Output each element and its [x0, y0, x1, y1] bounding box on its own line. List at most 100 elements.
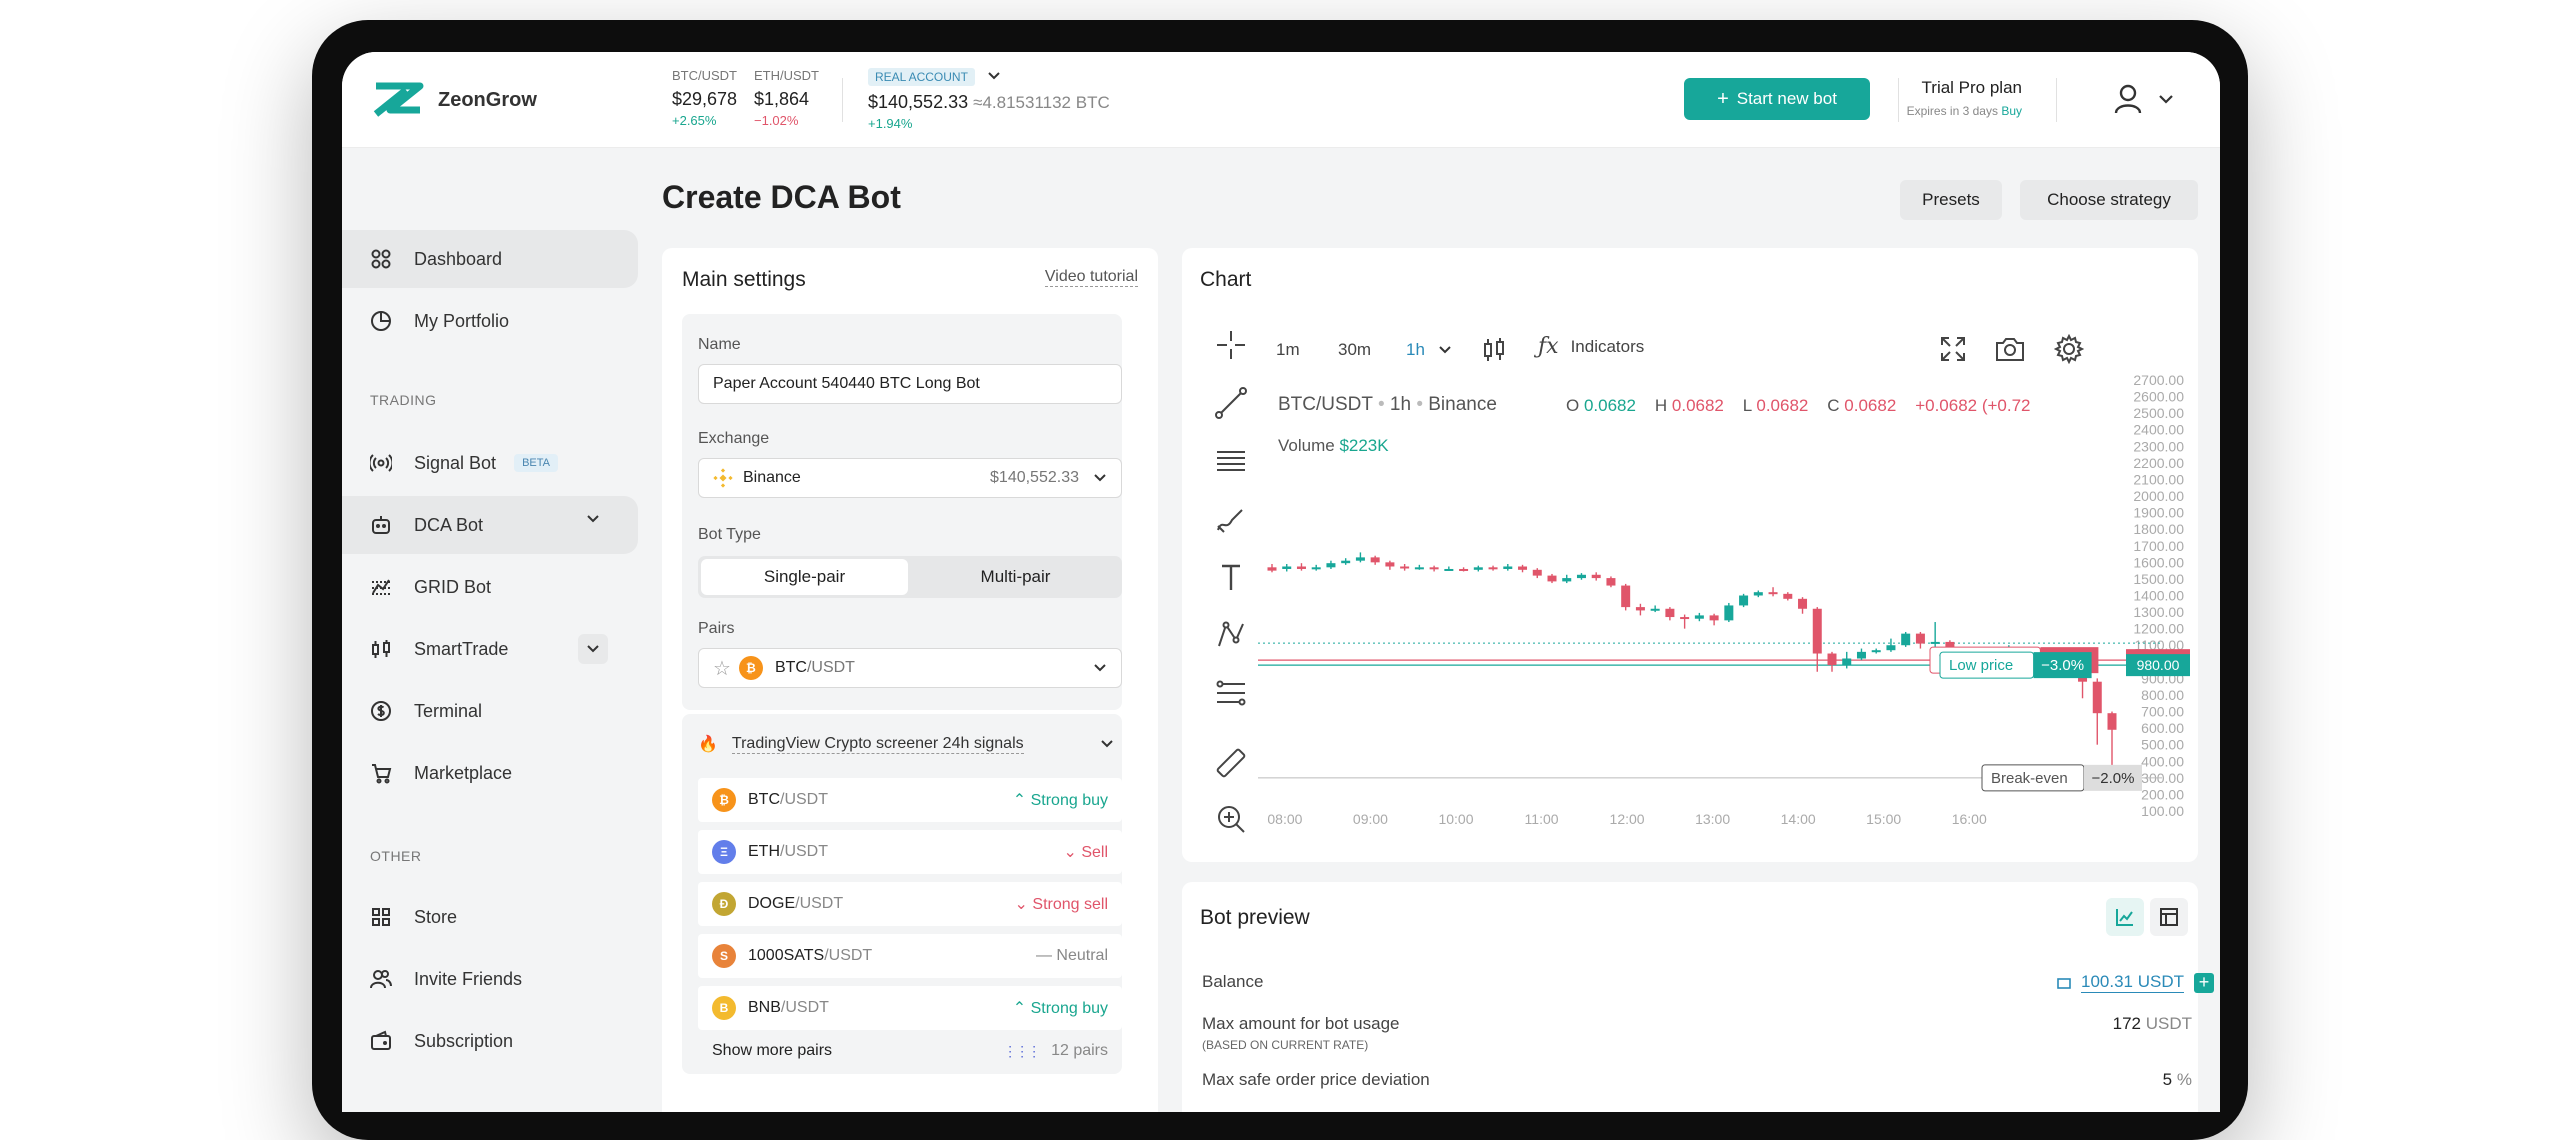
beta-badge: BETA	[514, 454, 558, 472]
start-new-bot-button[interactable]: + Start new bot	[1684, 78, 1870, 120]
zoom-in-icon[interactable]	[1214, 802, 1248, 836]
fire-icon: 🔥	[698, 736, 718, 753]
pattern-tool-icon[interactable]	[1214, 618, 1248, 652]
settings-gear-icon[interactable]	[2054, 334, 2084, 364]
sidebar-item-smarttrade[interactable]: SmartTrade	[342, 620, 638, 678]
time-axis-label: 12:00	[1610, 811, 1645, 827]
sidebar-item-label: Signal Bot	[414, 452, 497, 473]
star-icon[interactable]: ☆	[713, 657, 731, 680]
exchange-select[interactable]: Binance $140,552.33	[698, 458, 1122, 498]
signal-row[interactable]: B BNB/USDT ⌃ Strong buy	[698, 986, 1122, 1030]
chevron-down-icon	[2159, 95, 2173, 104]
signal-base: DOGE	[748, 895, 796, 912]
sidebar: Dashboard My Portfolio TRADING Signal Bo…	[342, 148, 642, 1112]
signal-base: ETH	[748, 843, 780, 860]
candle-body	[1459, 568, 1469, 571]
pair-quote: /USDT	[806, 659, 855, 676]
signal-row[interactable]: S 1000SATS/USDT — Neutral	[698, 934, 1122, 978]
candle-body	[2092, 681, 2102, 714]
screener-title: TradingView Crypto screener 24h signals	[731, 734, 1024, 754]
ruler-icon[interactable]	[1214, 746, 1248, 780]
ticker-eth[interactable]: ETH/USDT $1,864 −1.02%	[754, 68, 819, 128]
account-selector[interactable]: REAL ACCOUNT $140,552.33 ≈4.81531132 BTC…	[868, 68, 1110, 131]
user-menu[interactable]	[2114, 84, 2174, 114]
dash-icon: —	[1035, 947, 1052, 964]
crosshair-icon[interactable]	[1214, 328, 1248, 362]
show-more-pairs[interactable]: Show more pairs ⋮⋮⋮ 12 pairs	[698, 1042, 1122, 1060]
price-chart[interactable]: 2700.002600.002500.002400.002300.002200.…	[1182, 248, 2198, 862]
signal-value: — Neutral	[1036, 947, 1108, 965]
ticker-price: $29,678	[672, 89, 738, 109]
bot-preview-title: Bot preview	[1200, 906, 1310, 929]
timeframe-1m[interactable]: 1m	[1276, 340, 1300, 359]
table-view-button[interactable]	[2150, 898, 2188, 936]
sidebar-item-grid-bot[interactable]: GRID Bot	[342, 558, 638, 616]
candle-body	[1400, 566, 1410, 569]
signal-row[interactable]: Ξ ETH/USDT ⌄ Sell	[698, 830, 1122, 874]
signal-text: Strong sell	[1032, 896, 1108, 913]
sidebar-item-subscription[interactable]: Subscription	[342, 1012, 638, 1070]
sidebar-item-dca-bot[interactable]: DCA Bot	[342, 496, 638, 554]
price-axis-label: 1700.00	[2133, 538, 2184, 554]
coin-exchange-icon	[371, 701, 391, 721]
chevron-down-icon	[988, 72, 1000, 80]
price-axis-label: 500.00	[2141, 737, 2184, 753]
presets-button[interactable]: Presets	[1900, 180, 2002, 220]
sidebar-item-portfolio[interactable]: My Portfolio	[342, 292, 638, 350]
candle-body	[1739, 595, 1749, 606]
multi-pair-option[interactable]: Multi-pair	[980, 567, 1051, 586]
time-axis-label: 10:00	[1438, 811, 1473, 827]
choose-strategy-button[interactable]: Choose strategy	[2020, 180, 2198, 220]
signal-value: ⌃ Strong buy	[1013, 790, 1108, 810]
signal-base: BTC	[748, 791, 780, 808]
sidebar-item-terminal[interactable]: Terminal	[342, 682, 638, 740]
timeframe-30m[interactable]: 30m	[1338, 340, 1372, 359]
candle-body	[1311, 567, 1321, 570]
timeframe-1h[interactable]: 1h	[1406, 340, 1452, 360]
trend-line-icon[interactable]	[1214, 386, 1248, 420]
candle-body	[1429, 567, 1439, 570]
logo[interactable]: ZeonGrow	[370, 80, 537, 120]
expand-button[interactable]	[578, 634, 608, 664]
pairs-select[interactable]: ☆ ₿ BTC/USDT	[698, 648, 1122, 688]
start-new-bot-label: Start new bot	[1736, 89, 1837, 108]
signal-row[interactable]: ₿ BTC/USDT ⌃ Strong buy	[698, 778, 1122, 822]
sidebar-item-label: GRID Bot	[414, 576, 492, 597]
low-price-tag[interactable]: Low price −3.0% 980.00	[1939, 651, 2190, 679]
balance-value[interactable]: 100.31 USDT	[2081, 972, 2184, 993]
indicators-button[interactable]: ƒx Indicators	[1538, 334, 1644, 359]
price-axis-label: 300.00	[2141, 770, 2184, 786]
break-even-tag[interactable]: Break-even −2.0%	[1981, 764, 2142, 792]
brush-icon[interactable]	[1214, 502, 1248, 536]
candle-type-icon[interactable]	[1482, 336, 1506, 364]
price-axis-label: 2400.00	[2133, 422, 2184, 438]
fullscreen-icon[interactable]	[1938, 334, 1968, 364]
chevron-down-icon[interactable]	[586, 514, 600, 524]
sidebar-item-invite[interactable]: Invite Friends	[342, 950, 638, 1008]
price-axis-label: 800.00	[2141, 687, 2184, 703]
horizontal-lines-icon[interactable]	[1214, 444, 1248, 478]
zeongrow-logo-icon	[373, 82, 424, 117]
buy-link[interactable]: Buy	[2001, 104, 2022, 118]
add-balance-button[interactable]: +	[2194, 972, 2214, 993]
text-tool-icon[interactable]	[1214, 560, 1248, 594]
candle-body	[1783, 593, 1793, 599]
signal-row[interactable]: Ð DOGE/USDT ⌄ Strong sell	[698, 882, 1122, 926]
sidebar-item-signal-bot[interactable]: Signal Bot BETA	[342, 434, 638, 492]
eth-coin-icon: Ξ	[712, 840, 736, 864]
name-input[interactable]: Paper Account 540440 BTC Long Bot	[698, 364, 1122, 404]
single-pair-option[interactable]: Single-pair	[701, 559, 908, 595]
sidebar-item-marketplace[interactable]: Marketplace	[342, 744, 638, 802]
camera-icon[interactable]	[1994, 334, 2026, 364]
chart-view-button[interactable]	[2106, 898, 2144, 936]
dots-grid-icon: ⋮⋮⋮	[1003, 1042, 1041, 1059]
low-price-tag-label: Low price	[1949, 657, 2013, 674]
sidebar-item-dashboard[interactable]: Dashboard	[342, 230, 638, 288]
video-tutorial-link[interactable]: Video tutorial	[1044, 268, 1138, 287]
fib-tool-icon[interactable]	[1214, 676, 1248, 710]
sidebar-item-store[interactable]: Store	[342, 888, 638, 946]
ticker-btc[interactable]: BTC/USDT $29,678 +2.65%	[672, 68, 737, 128]
screener-header[interactable]: 🔥 TradingView Crypto screener 24h signal…	[698, 734, 1122, 754]
trial-plan[interactable]: Trial Pro plan Expires in 3 days Buy	[1882, 78, 2022, 118]
signal-quote: /USDT	[780, 791, 828, 808]
